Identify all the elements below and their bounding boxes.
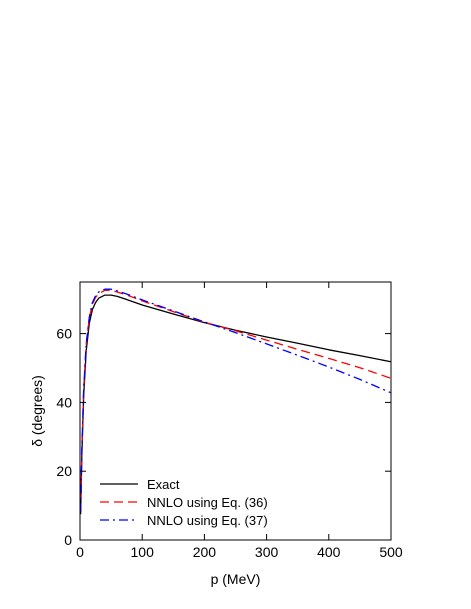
legend-label-2: NNLO using Eq. (37) <box>147 513 268 528</box>
x-tick-label: 100 <box>131 544 155 560</box>
plot-frame <box>79 281 392 541</box>
x-axis-label: p (MeV) <box>211 571 261 587</box>
legend-label-0: Exact <box>147 477 180 492</box>
y-tick-label: 40 <box>56 394 72 410</box>
series-line-0 <box>80 294 391 515</box>
series-line-1 <box>80 289 391 513</box>
legend: Exact NNLO using Eq. (36) NNLO using Eq. (… <box>100 477 268 528</box>
ticks-layer: 0 100 200 300 400 500 0 20 40 60 <box>56 282 403 560</box>
series-layer <box>80 288 391 515</box>
x-tick-label: 200 <box>193 544 217 560</box>
y-axis-label: δ (degrees) <box>29 375 45 447</box>
y-tick-label: 20 <box>56 463 72 479</box>
x-tick-label: 300 <box>255 544 279 560</box>
y-tick-label: 60 <box>56 326 72 342</box>
y-tick-label: 0 <box>64 532 72 548</box>
series-line-2 <box>80 288 391 513</box>
x-tick-label: 0 <box>76 544 84 560</box>
legend-label-1: NNLO using Eq. (36) <box>147 495 268 510</box>
x-tick-label: 400 <box>317 544 341 560</box>
x-tick-label: 500 <box>379 544 403 560</box>
